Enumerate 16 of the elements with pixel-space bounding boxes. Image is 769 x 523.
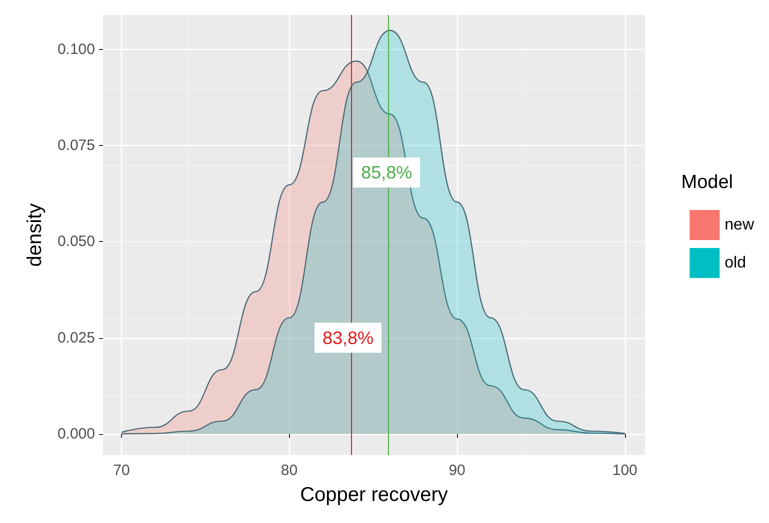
y-tick-label: 0.000: [57, 425, 95, 442]
legend-title: Model: [681, 172, 733, 193]
y-axis-title: density: [24, 203, 46, 267]
legend-label: old: [724, 254, 746, 272]
x-tick-label: 80: [280, 462, 298, 479]
annotation: 83,8%: [322, 328, 374, 348]
annotation: 85,8%: [361, 162, 412, 183]
x-tick-label: 100: [612, 462, 638, 479]
x-tick-label: 70: [113, 462, 130, 479]
x-tick-label: 90: [448, 462, 466, 479]
y-tick-label: 0.100: [57, 41, 95, 58]
legend-label: new: [724, 216, 754, 234]
y-tick-label: 0.075: [57, 137, 95, 154]
y-tick-label: 0.050: [57, 233, 95, 250]
y-tick-label: 0.025: [57, 329, 95, 346]
x-axis-title: Copper recovery: [300, 484, 448, 506]
